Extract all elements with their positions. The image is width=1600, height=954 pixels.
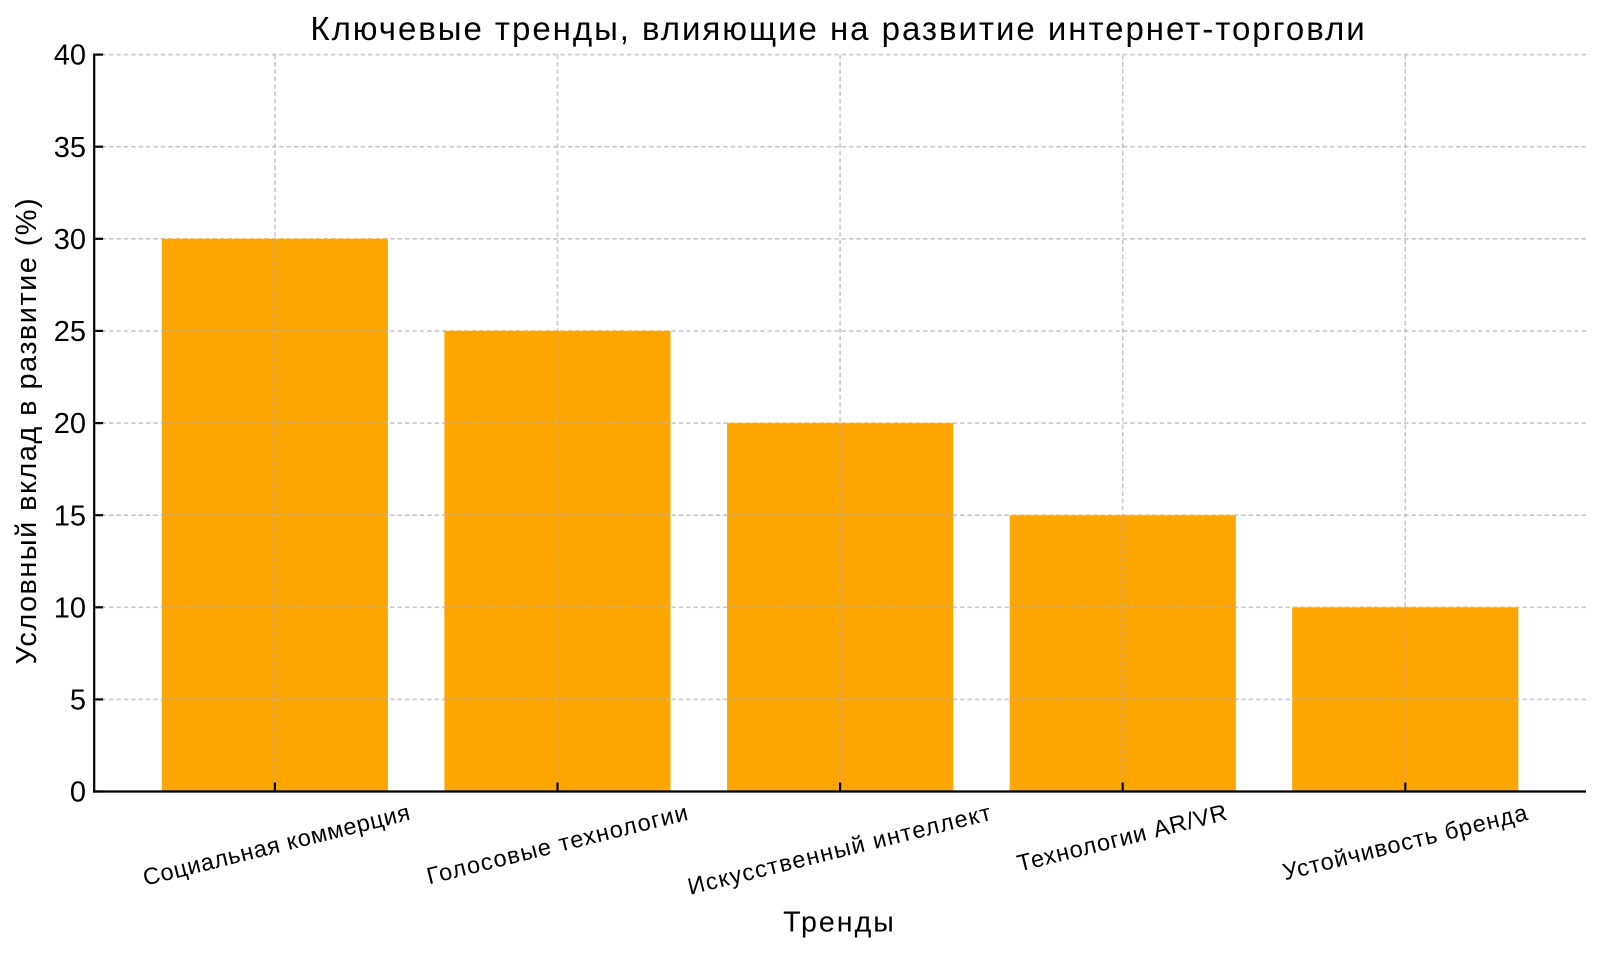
svg-text:20: 20 [54, 408, 86, 440]
svg-text:Тренды: Тренды [783, 907, 896, 939]
svg-text:40: 40 [54, 40, 86, 72]
svg-text:0: 0 [70, 777, 86, 809]
svg-text:Условный вклад в развитие (%): Условный вклад в развитие (%) [11, 197, 43, 665]
svg-text:25: 25 [54, 316, 86, 348]
svg-text:35: 35 [54, 132, 86, 164]
svg-text:30: 30 [54, 224, 86, 256]
svg-text:15: 15 [54, 500, 86, 532]
svg-text:Ключевые тренды, влияющие на р: Ключевые тренды, влияющие на развитие ин… [310, 10, 1366, 47]
svg-text:5: 5 [70, 685, 86, 717]
svg-text:10: 10 [54, 592, 86, 624]
